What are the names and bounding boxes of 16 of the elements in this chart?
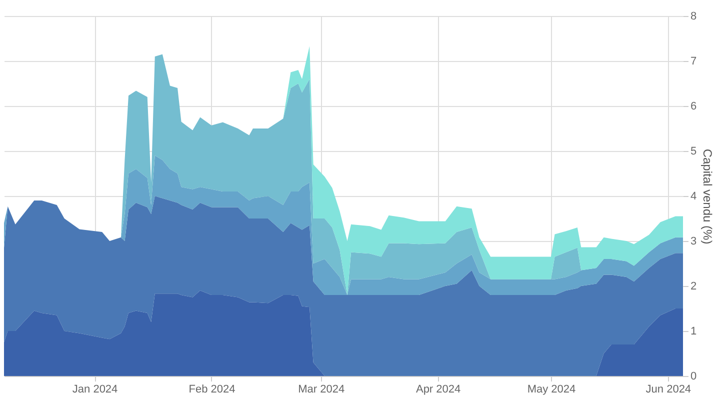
x-tick-label: Feb 2024: [188, 384, 236, 396]
x-tick-label: Apr 2024: [416, 384, 461, 396]
y-tick-label: 6: [690, 100, 697, 112]
y-axis-title: Capital vendu (%): [700, 148, 715, 244]
x-tick-label: Jan 2024: [72, 384, 118, 396]
y-tick-label: 2: [690, 280, 697, 292]
y-tick-label: 1: [690, 326, 697, 338]
y-tick-label: 3: [690, 236, 697, 248]
x-tick-label: Mar 2024: [298, 384, 345, 396]
y-tick-label: 0: [690, 370, 697, 382]
x-tick-label: Jun 2024: [646, 384, 692, 396]
x-tick-label: May 2024: [527, 384, 576, 396]
y-tick-label: 4: [690, 190, 697, 202]
y-tick-label: 8: [690, 10, 697, 22]
y-tick-label: 7: [690, 56, 697, 68]
y-tick-label: 5: [690, 146, 697, 158]
